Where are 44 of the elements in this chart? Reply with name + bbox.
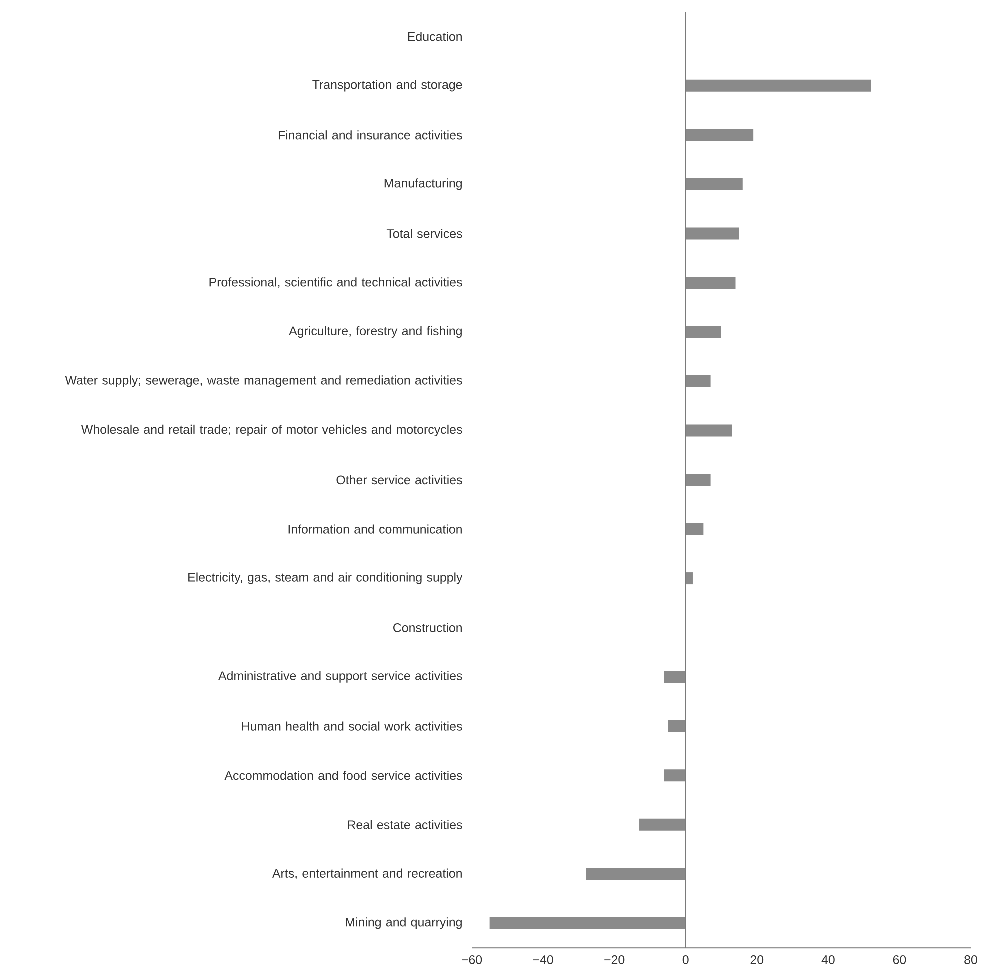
x-tick-label: 40 <box>822 956 835 964</box>
bar <box>668 720 686 732</box>
y-tick-label: Professional, scientific and technical activities <box>210 278 462 288</box>
y-tick-label: Real estate activities <box>348 820 462 830</box>
y-tick-label: Transportation and storage <box>312 80 462 92</box>
y-tick-label: Financial and insurance activities <box>278 130 462 140</box>
y-tick-label: Wholesale and retail trade; repair of motor vehicles and motorcycles <box>81 424 462 437</box>
y-tick-label: Administrative and support service activities <box>218 671 462 683</box>
bar <box>686 129 754 142</box>
x-tick-label: −40 <box>533 956 554 964</box>
bar <box>586 868 686 880</box>
bar <box>686 474 711 486</box>
bar <box>686 375 711 388</box>
y-tick-label: Manufacturing <box>384 178 462 190</box>
x-tick-label: −20 <box>604 956 625 964</box>
y-tick-label: Accommodation and food service activities <box>224 771 462 780</box>
bar <box>686 228 740 240</box>
bar <box>686 178 743 190</box>
bar <box>686 276 736 289</box>
y-tick-label: Education <box>408 32 462 42</box>
x-tick-label: 60 <box>893 956 906 964</box>
bar <box>664 671 686 684</box>
bar <box>686 80 872 92</box>
bar <box>686 326 722 338</box>
bar <box>664 770 686 782</box>
y-tick-label: Information and communication <box>288 524 462 534</box>
y-tick-label: Total services <box>386 229 462 238</box>
bar <box>490 917 686 930</box>
x-tick-label: 80 <box>964 956 978 964</box>
y-tick-label: Electricity, gas, steam and air conditioning supply <box>188 572 463 584</box>
y-tick-label: Water supply; sewerage, waste management and remediation activities <box>65 376 462 388</box>
bar <box>686 424 732 437</box>
y-tick-label: Arts, entertainment and recreation <box>272 868 462 880</box>
bar <box>640 818 686 831</box>
y-tick-label: Human health and social work activities <box>242 722 462 731</box>
bar <box>686 523 704 536</box>
y-tick-label: Mining and quarrying <box>346 918 462 930</box>
y-tick-label: Agriculture, forestry and fishing <box>289 326 462 338</box>
x-tick-label: −60 <box>462 956 482 964</box>
y-tick-label: Other service activities <box>336 475 462 485</box>
y-tick-label: Construction <box>394 623 462 632</box>
bar <box>686 572 693 585</box>
x-tick-label: 0 <box>682 956 689 964</box>
x-tick-label: 20 <box>750 956 764 964</box>
